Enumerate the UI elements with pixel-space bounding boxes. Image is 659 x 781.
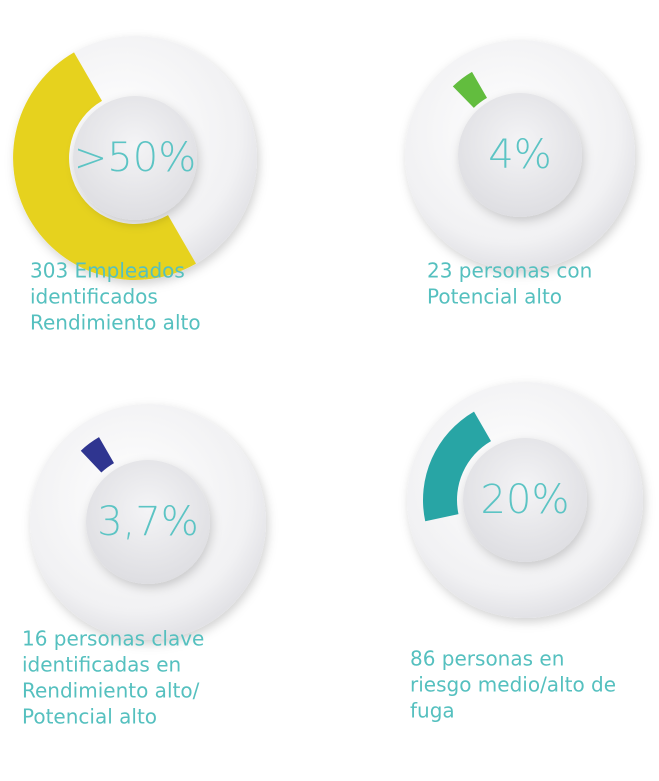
gauge-value-label: 3,7% (97, 499, 199, 545)
gauge-arc (13, 52, 197, 280)
gauge-hub (73, 96, 197, 220)
gauge-arc (80, 437, 114, 473)
gauge-arc (422, 411, 491, 522)
caption-line: 86 personas en (410, 647, 564, 671)
gauge-value-label: >50% (74, 135, 196, 181)
gauge-value-label: 20% (481, 477, 570, 523)
caption-line: identificados (30, 285, 158, 309)
caption-line: Rendimiento alto (30, 311, 201, 335)
caption-line: Potencial alto (22, 705, 157, 729)
gauge-value-label: 4% (488, 132, 551, 178)
gauge-hub (463, 438, 587, 562)
caption-line: Potencial alto (427, 285, 562, 309)
caption-line: 303 Empleados (30, 259, 185, 283)
gauge-hub (86, 460, 210, 584)
caption-line: identificadas en (22, 653, 181, 677)
caption-line: 16 personas clave (22, 627, 204, 651)
caption-line: fuga (410, 699, 455, 723)
gauge-hub (458, 93, 582, 217)
caption-line: 23 personas con (427, 259, 592, 283)
caption-line: riesgo medio/alto de (410, 673, 616, 697)
gauge-arc (452, 71, 487, 108)
caption-line: Rendimiento alto/ (22, 679, 200, 703)
